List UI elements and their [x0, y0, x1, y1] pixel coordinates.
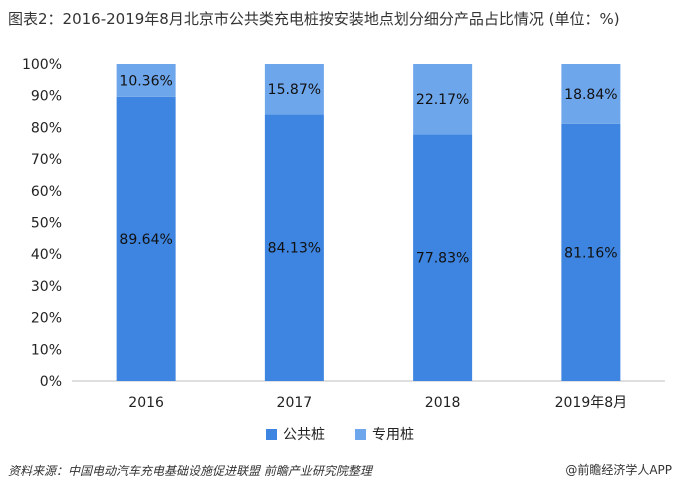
bar-public: [116, 96, 176, 382]
bar-public: [561, 123, 621, 381]
bar-dedicated: [264, 64, 324, 115]
bar-public: [264, 114, 324, 382]
legend: 公共桩 专用桩: [0, 424, 680, 444]
x-tick-label: 2019年8月: [555, 395, 628, 411]
credit-text: @前瞻经济学人APP: [565, 463, 672, 477]
y-tick-label: 80%: [31, 120, 62, 136]
data-label: 77.83%: [416, 251, 469, 267]
bar-public: [413, 134, 473, 381]
bar-dedicated: [561, 64, 621, 124]
source-note: 资料来源：中国电动汽车充电基础设施促进联盟 前瞻产业研究院整理: [8, 464, 372, 478]
data-label: 81.16%: [564, 245, 617, 261]
x-tick-label: 2018: [425, 395, 461, 411]
y-tick-label: 60%: [31, 184, 62, 200]
y-tick-label: 70%: [31, 152, 62, 168]
bar-dedicated: [413, 64, 473, 135]
data-label: 22.17%: [416, 92, 469, 108]
data-label: 84.13%: [268, 241, 321, 257]
x-tick-label: 2017: [277, 395, 313, 411]
y-tick-label: 40%: [31, 247, 62, 263]
legend-swatch-dedicated: [355, 428, 366, 440]
chart-title: 图表2：2016-2019年8月北京市公共类充电桩按安装地点划分细分产品占比情况…: [8, 10, 620, 28]
y-tick-label: 100%: [22, 57, 62, 73]
data-label: 18.84%: [564, 87, 617, 103]
y-tick-label: 90%: [31, 89, 62, 105]
data-label: 15.87%: [268, 82, 321, 98]
legend-item-public: 公共桩: [266, 424, 325, 444]
legend-label-public: 公共桩: [283, 427, 325, 443]
bar-dedicated: [116, 64, 176, 97]
y-tick-label: 20%: [31, 311, 62, 327]
data-label: 89.64%: [119, 232, 172, 248]
y-tick-label: 10%: [31, 342, 62, 358]
x-tick-label: 2016: [128, 395, 164, 411]
legend-label-dedicated: 专用桩: [372, 427, 414, 443]
legend-item-dedicated: 专用桩: [355, 424, 414, 444]
y-tick-label: 30%: [31, 279, 62, 295]
y-tick-label: 50%: [31, 216, 62, 232]
credit: @前瞻经济学人APP: [565, 461, 672, 478]
legend-swatch-public: [266, 428, 277, 440]
y-tick-label: 0%: [40, 374, 62, 390]
data-label: 10.36%: [119, 73, 172, 89]
